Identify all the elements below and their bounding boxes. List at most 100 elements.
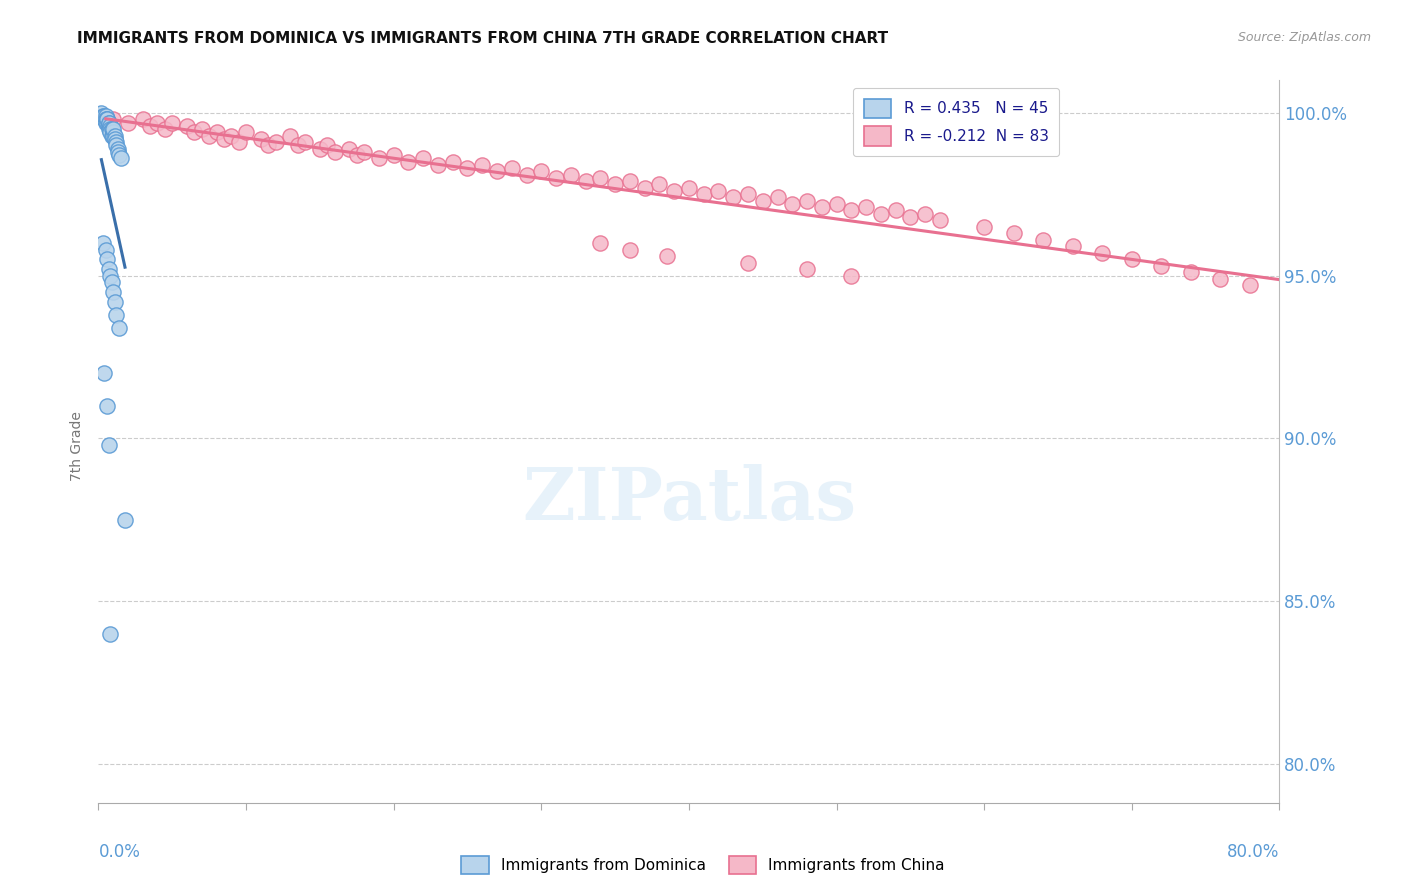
Point [103,122,125,136]
Point [250,132,273,146]
Point [825,197,848,211]
Point [427,158,450,172]
Point [1032,233,1054,247]
Point [146,115,169,129]
Text: IMMIGRANTS FROM DOMINICA VS IMMIGRANTS FROM CHINA 7TH GRADE CORRELATION CHART: IMMIGRANTS FROM DOMINICA VS IMMIGRANTS F… [77,31,889,46]
Point [98,122,121,136]
Point [575,174,598,188]
Point [97,115,120,129]
Point [546,170,568,185]
Point [104,132,127,146]
Point [309,142,332,156]
Point [96,399,118,413]
Point [634,180,657,194]
Point [105,135,128,149]
Point [353,145,375,159]
Point [605,178,627,192]
Point [96,112,118,127]
Point [103,125,125,139]
Point [530,164,553,178]
Point [884,203,907,218]
Point [841,203,863,218]
Point [619,243,641,257]
Point [93,366,115,380]
Point [93,109,115,123]
Point [96,112,118,127]
Point [516,168,538,182]
Point [117,115,139,129]
Point [183,125,205,139]
Point [589,170,612,185]
Point [96,115,118,129]
Point [114,513,136,527]
Point [457,161,479,176]
Point [97,438,120,452]
Point [98,119,121,133]
Point [280,128,302,143]
Point [486,164,509,178]
Text: ZIPatlas: ZIPatlas [522,464,856,535]
Point [94,243,117,257]
Point [619,174,641,188]
Point [264,135,287,149]
Point [108,320,131,334]
Point [723,190,745,204]
Point [108,148,131,162]
Point [398,154,420,169]
Point [368,152,391,166]
Legend: Immigrants from Dominica, Immigrants from China: Immigrants from Dominica, Immigrants fro… [456,850,950,880]
Point [103,285,125,299]
Point [678,180,700,194]
Point [796,194,818,208]
Point [132,112,155,127]
Point [176,119,198,133]
Point [693,187,716,202]
Point [90,105,112,120]
Point [914,207,936,221]
Point [339,142,361,156]
Point [346,148,368,162]
Point [929,213,952,227]
Point [707,184,730,198]
Point [107,142,129,156]
Point [589,235,612,250]
Point [198,128,221,143]
Point [412,152,434,166]
Point [900,210,922,224]
Point [257,138,280,153]
Point [782,197,804,211]
Point [94,109,117,123]
Point [766,190,789,204]
Point [664,184,686,198]
Point [97,115,120,129]
Point [93,112,115,127]
Point [96,252,118,267]
Point [796,262,818,277]
Point [103,112,125,127]
Text: Source: ZipAtlas.com: Source: ZipAtlas.com [1237,31,1371,45]
Point [139,119,162,133]
Point [110,152,132,166]
Point [162,115,183,129]
Point [91,109,114,123]
Point [737,255,759,269]
Point [1002,226,1025,240]
Point [841,268,863,283]
Text: 80.0%: 80.0% [1227,843,1279,861]
Point [97,119,120,133]
Point [560,168,582,182]
Point [441,154,464,169]
Point [105,308,128,322]
Point [104,294,127,309]
Point [294,135,316,149]
Point [855,200,877,214]
Point [973,219,995,234]
Point [221,128,243,143]
Legend: R = 0.435   N = 45, R = -0.212  N = 83: R = 0.435 N = 45, R = -0.212 N = 83 [853,88,1059,156]
Point [235,125,257,139]
Point [1062,239,1084,253]
Text: 7th Grade: 7th Grade [70,411,84,481]
Point [287,138,309,153]
Point [205,125,228,139]
Point [752,194,775,208]
